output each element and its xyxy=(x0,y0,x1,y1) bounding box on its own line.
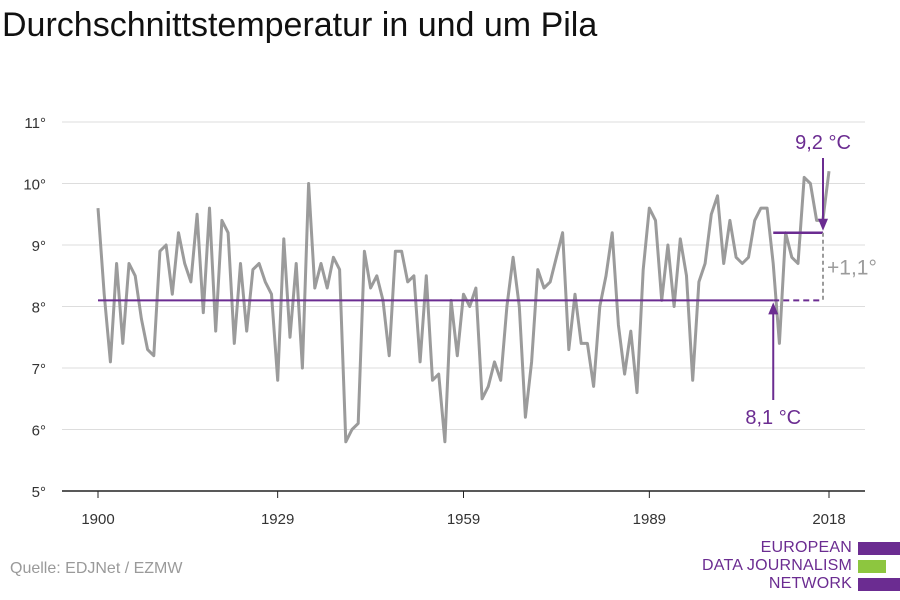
y-tick-label: 9° xyxy=(32,238,46,255)
y-tick-label: 11° xyxy=(24,115,46,132)
temperature-chart: 5° 6° 7° 8° 9° 10° 11° 1900 1929 1959 1989 2018 +1… xyxy=(23,115,877,528)
x-tick-label: 2018 xyxy=(812,511,845,528)
logo-bar-purple-bottom xyxy=(858,578,900,591)
difference-label: +1,1° xyxy=(827,257,877,280)
source-note: Quelle: EDJNet / EZMW xyxy=(10,560,183,577)
logo-line-3: NETWORK xyxy=(768,575,852,592)
y-axis-ticks: 5° 6° 7° 8° 9° 10° 11° xyxy=(23,115,46,501)
x-tick-label: 1929 xyxy=(261,511,294,528)
chart-title: Durchschnittstemperatur in und um Pila xyxy=(2,6,598,44)
x-axis-ticks: 1900 1929 1959 1989 2018 xyxy=(81,491,846,528)
y-tick-label: 7° xyxy=(32,361,46,378)
baseline-arrow-head xyxy=(768,302,779,315)
logo-bar-green xyxy=(858,560,886,573)
logo-line-1: EUROPEAN xyxy=(760,539,852,556)
logo-line-2: DATA JOURNALISM xyxy=(702,557,852,574)
edjnet-logo: EUROPEAN DATA JOURNALISM NETWORK xyxy=(700,538,900,596)
series-group xyxy=(96,171,831,444)
y-tick-label: 5° xyxy=(32,484,46,501)
recent-arrow-head xyxy=(818,218,828,231)
y-tick-label: 10° xyxy=(23,177,46,194)
grid-lines xyxy=(62,121,865,492)
x-tick-label: 1959 xyxy=(447,511,480,528)
baseline-mean-label: 8,1 °C xyxy=(745,407,801,429)
y-tick-label: 8° xyxy=(32,300,46,317)
logo-bar-purple-top xyxy=(858,542,900,555)
temperature-series-line xyxy=(96,171,831,444)
recent-mean-label: 9,2 °C xyxy=(795,132,851,154)
x-tick-label: 1900 xyxy=(81,511,114,528)
x-tick-label: 1989 xyxy=(633,511,666,528)
y-tick-label: 6° xyxy=(32,423,46,440)
reference-lines: +1,1° 8,1 °C 9,2 °C xyxy=(98,132,877,429)
